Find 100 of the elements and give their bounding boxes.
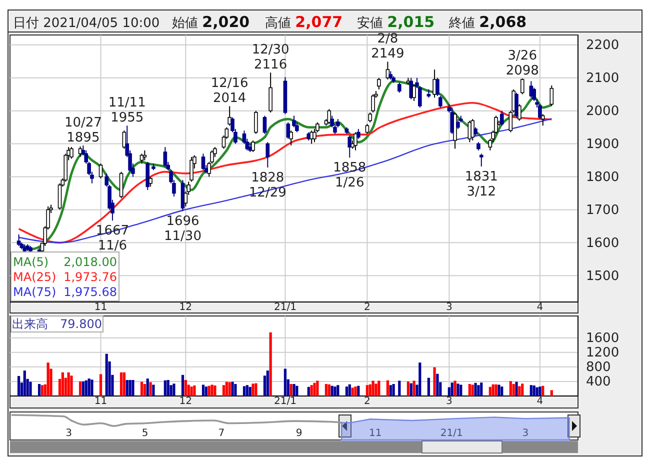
y-tick-label: 1800	[586, 170, 620, 185]
bar	[498, 384, 500, 396]
candlestick	[148, 176, 152, 188]
candlestick	[146, 161, 150, 190]
annotation: 出来高 79.800	[12, 317, 102, 331]
bar	[410, 383, 412, 396]
bar	[345, 386, 348, 396]
bar	[88, 378, 90, 396]
candlestick	[348, 135, 352, 158]
bar	[536, 387, 538, 396]
x-tick-label: 5	[142, 428, 148, 440]
candlestick	[254, 110, 258, 134]
x-tick-label: 3	[522, 428, 529, 440]
bar	[500, 386, 504, 396]
candlestick	[292, 115, 296, 128]
candlestick	[286, 122, 290, 140]
bar	[234, 384, 237, 396]
bar	[550, 390, 553, 396]
bar	[509, 381, 512, 396]
text: 高値 2,077	[265, 13, 343, 31]
text: 安値 2,015	[357, 13, 435, 31]
candlestick	[456, 118, 460, 130]
candlestick	[327, 108, 332, 124]
bar	[210, 384, 214, 396]
x-tick-label: 3	[446, 302, 452, 314]
candlestick	[268, 72, 272, 113]
bar	[542, 386, 544, 396]
candlestick	[540, 114, 545, 126]
bar	[538, 386, 542, 396]
bar	[374, 384, 378, 396]
annotation: 12/16 2014	[210, 76, 248, 106]
bar	[530, 385, 532, 396]
bar	[296, 386, 298, 396]
text: 終値 2,068	[448, 13, 527, 31]
bar	[246, 385, 248, 396]
y-tick-label: 400	[586, 374, 611, 390]
bar	[307, 386, 310, 396]
bar	[351, 388, 354, 396]
y-tick-label: 2000	[586, 104, 620, 119]
candlestick	[418, 86, 422, 108]
bar	[290, 384, 292, 396]
bar	[70, 376, 73, 396]
candlestick	[538, 104, 542, 120]
annotation: 2,018.00	[64, 255, 117, 269]
bar	[477, 385, 480, 396]
x-tick-label: 2	[364, 396, 370, 408]
bar	[474, 382, 477, 396]
candlestick	[436, 77, 440, 96]
bar	[23, 370, 26, 396]
candlestick	[368, 112, 372, 123]
bar	[152, 384, 155, 396]
candlestick	[514, 92, 518, 118]
candlestick	[470, 118, 474, 141]
bar	[181, 374, 184, 396]
bar	[460, 384, 462, 396]
bar	[166, 380, 170, 396]
x-tick-label: 3	[446, 396, 452, 408]
x-tick-label: 11	[368, 428, 382, 440]
candlestick	[354, 132, 358, 151]
bar	[248, 386, 252, 396]
bar	[284, 368, 287, 396]
candlestick	[190, 156, 194, 182]
bar	[67, 372, 70, 396]
bar	[456, 384, 460, 396]
x-tick-label: 2	[364, 302, 370, 314]
bar	[494, 384, 498, 396]
bar	[266, 370, 269, 396]
candlestick	[520, 78, 524, 95]
annotation: 12/30 2116	[252, 42, 290, 73]
y-tick-label: 2200	[586, 38, 620, 54]
text: MA(75)	[13, 285, 56, 299]
candlestick	[356, 128, 360, 140]
bar	[398, 380, 401, 396]
bar	[40, 385, 44, 396]
annotation: 1831 3/12	[464, 170, 498, 200]
bar	[204, 386, 208, 396]
bar	[372, 380, 374, 396]
bar	[128, 380, 132, 396]
bar	[330, 386, 334, 396]
candlestick	[377, 77, 381, 90]
bar	[389, 385, 392, 396]
annotation: 1,975.68	[64, 285, 117, 299]
bar	[231, 382, 234, 396]
bar	[450, 382, 454, 396]
bar	[146, 378, 149, 396]
bar	[140, 382, 144, 396]
annotation: 11/11 1955	[108, 96, 146, 126]
bar	[357, 386, 360, 396]
text: 始値 2,020	[172, 13, 250, 31]
candlestick	[518, 104, 522, 122]
x-tick-label: 21/1	[440, 428, 463, 440]
bar	[406, 381, 410, 396]
bar	[29, 382, 32, 396]
bar	[454, 380, 456, 396]
bar	[269, 332, 272, 396]
text: 日付 2021/04/05 10:00	[13, 16, 160, 31]
candlestick	[119, 171, 124, 199]
candlestick	[438, 95, 442, 108]
bar	[532, 385, 536, 396]
bar	[436, 374, 439, 396]
